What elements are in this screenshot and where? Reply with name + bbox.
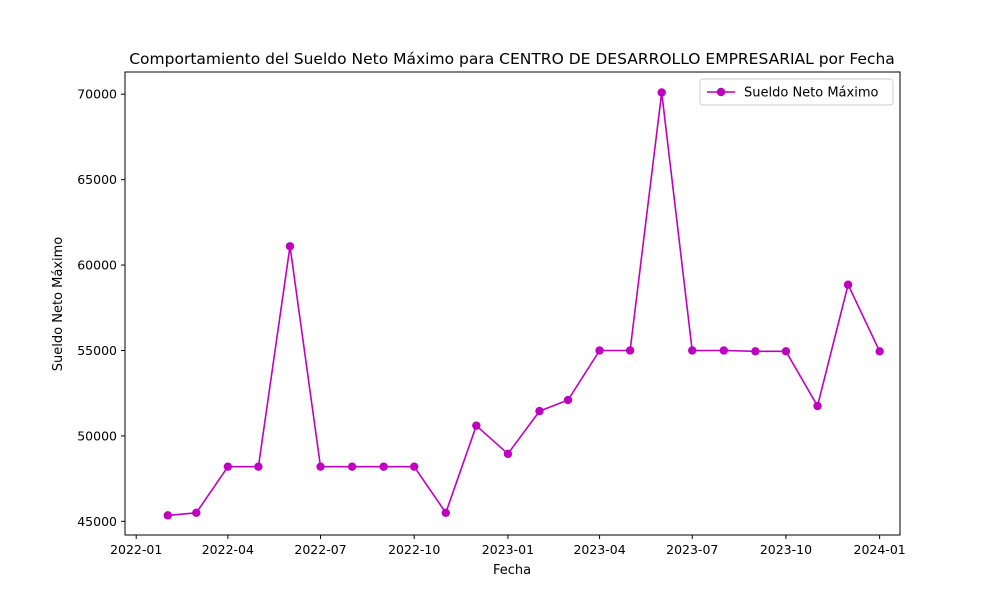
legend-marker [716,87,726,97]
x-tick-label: 2023-10 [760,542,812,557]
y-tick-label: 55000 [77,343,117,358]
x-tick-label: 2023-04 [573,542,625,557]
data-point [163,511,172,520]
x-tick-label: 2022-01 [110,542,162,557]
data-point [843,280,853,289]
legend-label: Sueldo Neto Máximo [744,86,878,101]
data-point [192,508,201,517]
data-point [719,346,729,355]
data-point [813,401,822,411]
legend-box [699,78,894,106]
x-axis-label: Fecha [493,563,531,578]
y-tick-label: 50000 [77,428,117,443]
data-point [595,346,604,355]
plot-area [124,71,901,536]
data-point [441,508,450,517]
data-point [223,462,233,471]
data-point [657,88,666,97]
data-point [347,462,357,471]
data-point [875,347,884,356]
x-tick-label: 2022-07 [294,542,346,557]
y-tick-label: 65000 [77,172,117,187]
series-line [167,91,881,517]
data-point [379,462,388,471]
x-tick-label: 2024-01 [854,542,906,557]
y-tick-label: 70000 [77,87,117,102]
plot-frame [124,71,901,536]
x-tick-label: 2022-04 [202,542,254,557]
data-point [625,346,635,355]
chart-title: Comportamiento del Sueldo Neto Máximo pa… [129,50,895,68]
legend: Sueldo Neto Máximo [699,78,894,106]
x-tick-label: 2023-07 [666,542,718,557]
data-point [781,347,791,356]
data-point [751,347,760,356]
series-layer [163,88,884,520]
x-axis: 2022-01 2022-04 2022-07 2022-10 2023-01 2023-… [110,535,906,557]
y-axis: 45000 50000 55000 60000 65000 70000 [77,87,125,529]
x-tick-label: 2023-01 [482,542,534,557]
data-point [563,395,573,405]
data-point [503,449,513,459]
x-tick-label: 2022-10 [388,542,440,557]
data-point [535,406,544,416]
y-axis-label: Sueldo Neto Máximo [51,237,66,371]
y-tick-label: 45000 [77,514,117,529]
y-tick-label: 60000 [77,258,117,273]
data-point [254,462,263,471]
data-point [316,462,325,471]
data-point [285,242,295,251]
data-point [472,421,481,430]
data-point [410,462,419,471]
data-point [688,346,697,355]
